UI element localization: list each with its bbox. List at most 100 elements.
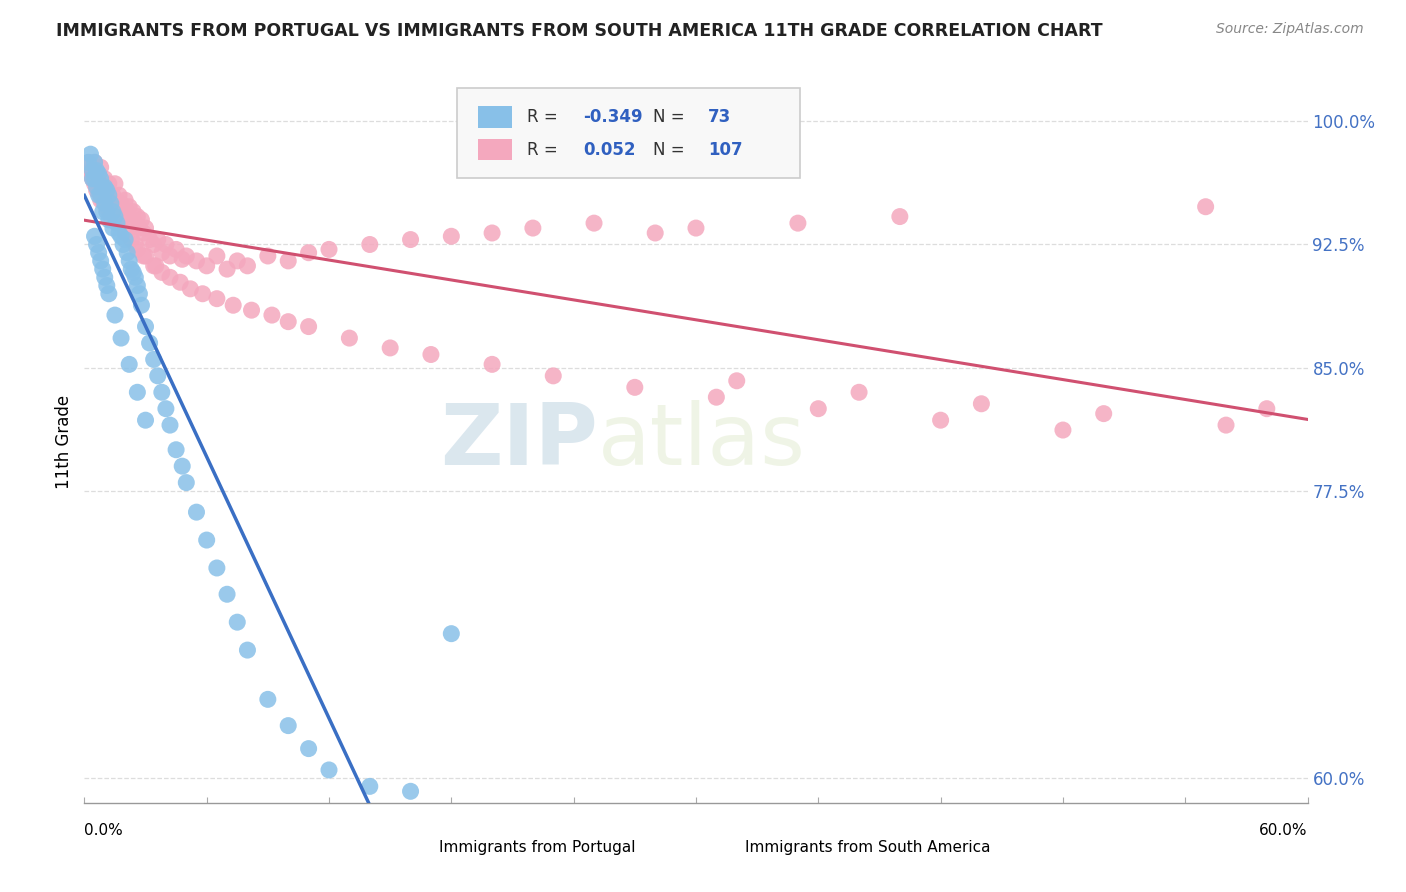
Point [135,413,157,427]
Point [150,245,173,260]
Point [83,171,105,186]
Point [155,237,177,252]
Point [108,188,131,202]
Point [100,196,122,211]
Point [104,177,127,191]
Point [127,385,149,400]
Point [97,177,120,191]
Point [101,221,124,235]
Point [174,249,197,263]
Point [118,200,141,214]
Point [165,442,187,457]
Point [172,252,194,267]
Point [128,221,150,235]
Point [257,249,280,263]
Point [87,188,110,202]
Point [97,286,120,301]
Point [186,253,208,268]
Point [87,183,110,197]
Point [138,233,160,247]
Point [83,177,105,191]
Point [399,233,422,247]
Point [298,245,321,260]
Point [339,331,361,345]
Point [124,270,146,285]
Point [91,188,114,202]
Point [91,180,114,194]
Text: N =: N = [654,108,690,126]
Point [172,459,194,474]
Point [112,210,135,224]
Point [1052,423,1074,437]
Point [97,204,120,219]
Point [240,303,263,318]
Point [217,587,239,601]
Point [359,780,381,794]
Point [128,286,150,301]
Point [807,401,830,416]
Point [146,233,169,247]
Point [122,204,145,219]
Point [481,226,503,240]
Point [120,212,142,227]
Point [236,259,259,273]
Point [159,249,181,263]
FancyBboxPatch shape [391,838,427,857]
Point [96,183,118,197]
Point [298,741,321,756]
Point [135,319,157,334]
Text: -0.349: -0.349 [583,108,643,126]
Point [481,357,503,371]
Point [114,193,136,207]
Point [77,155,100,169]
Point [105,216,128,230]
Point [77,155,100,169]
Point [644,226,666,240]
Point [93,196,115,211]
Point [159,270,181,285]
Point [97,188,120,202]
Point [257,692,280,706]
Point [90,253,112,268]
Point [277,315,299,329]
Y-axis label: 11th Grade: 11th Grade [55,394,73,489]
Point [104,204,127,219]
Point [132,249,155,263]
Point [440,626,463,640]
Point [87,245,110,260]
Text: IMMIGRANTS FROM PORTUGAL VS IMMIGRANTS FROM SOUTH AMERICA 11TH GRADE CORRELATION: IMMIGRANTS FROM PORTUGAL VS IMMIGRANTS F… [56,22,1102,40]
Point [127,278,149,293]
Point [108,216,131,230]
Point [222,298,245,312]
Point [217,262,239,277]
Point [150,265,173,279]
Text: 107: 107 [709,141,742,159]
Point [127,243,149,257]
Point [114,233,136,247]
Point [195,533,218,547]
Text: ZIP: ZIP [440,400,598,483]
Point [138,336,160,351]
Text: 0.0%: 0.0% [84,822,124,838]
Point [115,204,138,219]
Point [79,163,101,178]
Point [165,243,187,257]
Point [195,259,218,273]
Point [142,237,165,252]
Point [79,167,101,181]
Text: R =: R = [527,108,564,126]
Point [83,155,105,169]
Point [108,226,131,240]
Point [82,163,104,178]
Point [124,237,146,252]
Point [105,216,128,230]
Text: N =: N = [654,141,690,159]
Point [260,308,283,322]
Point [236,643,259,657]
Point [1256,401,1278,416]
Point [82,171,104,186]
Point [298,319,321,334]
Point [93,270,115,285]
Point [226,253,249,268]
Point [706,390,728,404]
